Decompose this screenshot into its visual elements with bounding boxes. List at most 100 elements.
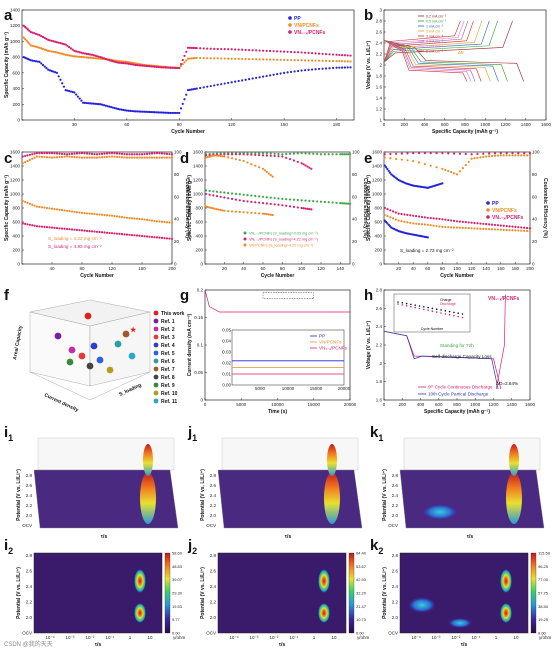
x-tick-label: 160 bbox=[138, 266, 146, 271]
x-tick-label: 120 bbox=[228, 122, 236, 127]
data-point bbox=[111, 60, 114, 63]
y2-tick-label: 0 bbox=[532, 262, 535, 267]
data-point bbox=[110, 106, 113, 109]
data-point bbox=[95, 230, 99, 233]
data-point bbox=[76, 55, 80, 58]
inset-charge-point bbox=[405, 302, 408, 305]
data-point bbox=[444, 225, 447, 229]
data-point bbox=[128, 216, 131, 220]
data-point bbox=[123, 152, 126, 156]
data-point bbox=[238, 199, 241, 202]
charge-curve bbox=[383, 20, 490, 63]
data-point bbox=[206, 156, 209, 159]
data-point bbox=[286, 58, 289, 62]
data-point bbox=[87, 56, 90, 59]
data-point bbox=[168, 156, 171, 159]
data-point bbox=[238, 193, 241, 196]
data-point bbox=[29, 30, 32, 34]
surface-peak bbox=[506, 472, 522, 524]
data-point bbox=[206, 57, 209, 60]
data-point bbox=[158, 156, 161, 159]
series-PP bbox=[22, 56, 352, 115]
data-point bbox=[80, 152, 84, 155]
data-point bbox=[238, 153, 241, 156]
data-point bbox=[153, 236, 156, 239]
data-point bbox=[473, 221, 476, 225]
data-point bbox=[120, 152, 124, 155]
data-point bbox=[307, 68, 310, 71]
legend-label: 3 mA cm⁻² bbox=[426, 35, 444, 39]
data-point bbox=[464, 226, 467, 230]
data-point bbox=[73, 228, 76, 231]
data-point bbox=[35, 225, 39, 228]
data-point bbox=[508, 225, 511, 228]
data-point bbox=[62, 85, 66, 88]
data-point bbox=[265, 49, 268, 52]
data-point bbox=[220, 57, 223, 60]
data-point bbox=[133, 156, 136, 159]
data-point bbox=[444, 218, 447, 221]
data-point bbox=[186, 46, 190, 49]
legend-label: Ref. 5 bbox=[161, 351, 175, 357]
y-tick-label: 400 bbox=[374, 234, 382, 239]
data-point bbox=[450, 219, 453, 222]
data-point bbox=[528, 154, 532, 157]
data-point bbox=[505, 224, 508, 228]
data-point bbox=[145, 156, 149, 159]
y2-tick-label: 60 bbox=[532, 194, 538, 199]
hotspot-lower bbox=[500, 603, 512, 623]
y-axis-label: Specific Capacity (mAh g⁻¹) bbox=[4, 32, 10, 98]
colorbar-tick: 57.75 bbox=[538, 591, 549, 596]
data-point bbox=[321, 52, 324, 55]
data-point bbox=[206, 85, 209, 88]
data-point bbox=[426, 216, 429, 219]
data-point bbox=[117, 59, 120, 63]
data-point bbox=[455, 173, 459, 176]
data-point bbox=[148, 65, 151, 68]
inset-y-tick: 0.02 bbox=[222, 361, 231, 366]
data-point bbox=[387, 223, 390, 226]
data-point bbox=[230, 210, 234, 213]
data-point bbox=[168, 221, 171, 224]
x-tick-label: 1200 bbox=[500, 122, 511, 127]
data-point bbox=[164, 111, 167, 114]
y-tick-label: 2.4 bbox=[392, 584, 399, 589]
data-point bbox=[215, 190, 219, 193]
x-axis-label: τ/s bbox=[279, 642, 286, 648]
data-point bbox=[482, 222, 485, 225]
data-point bbox=[335, 53, 338, 56]
data-point bbox=[92, 54, 95, 57]
data-point bbox=[31, 44, 34, 47]
data-point bbox=[296, 152, 299, 155]
x-tick-label: 1000 bbox=[470, 402, 481, 407]
data-point bbox=[127, 61, 130, 64]
data-point bbox=[108, 231, 111, 235]
data-point bbox=[438, 217, 441, 221]
data-point bbox=[206, 47, 209, 50]
y-axis-label: Potential (V vs. Li/Li⁺) bbox=[382, 567, 388, 619]
data-point bbox=[118, 155, 121, 159]
y2-tick-label: 20 bbox=[174, 239, 180, 244]
data-point bbox=[493, 228, 497, 231]
x-axis-label: Specific Capacity (mAh g⁻¹) bbox=[432, 129, 498, 135]
y-tick-label: 2.6 bbox=[26, 483, 33, 488]
data-point bbox=[118, 152, 121, 155]
heatmap-2d-i2: OCV 2.0 2.2 2.4 2.6 2.8 10⁻⁴ 10⁻³ 10⁻² 10⁻¹ 1 10 τ/s… bbox=[16, 551, 186, 649]
colorbar-tick: 48.83 bbox=[172, 564, 183, 569]
colorbar-tick: 29.30 bbox=[172, 591, 183, 596]
data-point bbox=[386, 208, 389, 211]
y-tick-label: 200 bbox=[374, 248, 382, 253]
data-point bbox=[281, 197, 284, 200]
data-point bbox=[155, 236, 159, 239]
data-point bbox=[150, 156, 154, 159]
data-point bbox=[90, 156, 94, 159]
data-point bbox=[458, 152, 462, 155]
data-point bbox=[28, 158, 31, 161]
data-point bbox=[324, 59, 328, 62]
y-tick-label: 2.4 bbox=[210, 584, 217, 589]
data-point bbox=[61, 52, 64, 55]
data-point bbox=[113, 106, 116, 110]
data-point bbox=[327, 153, 330, 156]
series-S_loading = 4.22 mg cm⁻² bbox=[21, 199, 174, 224]
series-PP bbox=[383, 219, 429, 239]
